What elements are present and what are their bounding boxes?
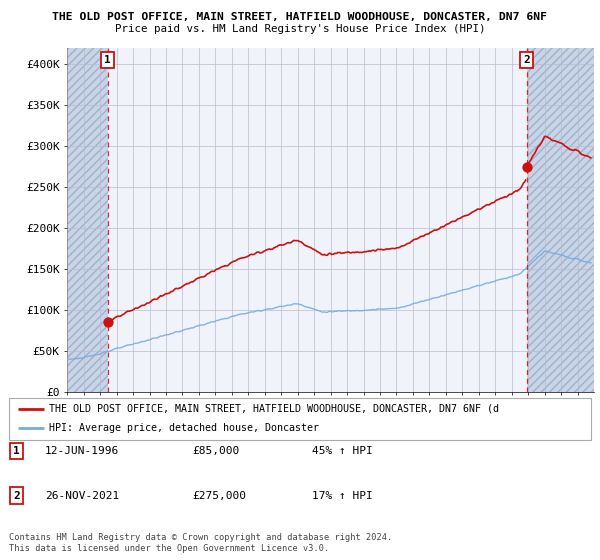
Bar — [107, 48, 527, 392]
Text: THE OLD POST OFFICE, MAIN STREET, HATFIELD WOODHOUSE, DONCASTER, DN7 6NF (d: THE OLD POST OFFICE, MAIN STREET, HATFIE… — [49, 404, 499, 414]
Point — [522, 162, 532, 171]
Text: £85,000: £85,000 — [192, 446, 239, 456]
Point — [103, 318, 112, 327]
Text: THE OLD POST OFFICE, MAIN STREET, HATFIELD WOODHOUSE, DONCASTER, DN7 6NF: THE OLD POST OFFICE, MAIN STREET, HATFIE… — [53, 12, 548, 22]
Text: 2: 2 — [13, 491, 20, 501]
Text: 1: 1 — [13, 446, 20, 456]
Text: Price paid vs. HM Land Registry's House Price Index (HPI): Price paid vs. HM Land Registry's House … — [115, 24, 485, 34]
Text: 12-JUN-1996: 12-JUN-1996 — [45, 446, 119, 456]
Text: HPI: Average price, detached house, Doncaster: HPI: Average price, detached house, Donc… — [49, 423, 319, 433]
Text: 2: 2 — [523, 55, 530, 65]
Text: Contains HM Land Registry data © Crown copyright and database right 2024.
This d: Contains HM Land Registry data © Crown c… — [9, 533, 392, 553]
Text: 26-NOV-2021: 26-NOV-2021 — [45, 491, 119, 501]
Text: £275,000: £275,000 — [192, 491, 246, 501]
Text: 45% ↑ HPI: 45% ↑ HPI — [312, 446, 373, 456]
Text: 17% ↑ HPI: 17% ↑ HPI — [312, 491, 373, 501]
Bar — [67, 48, 107, 392]
Bar — [527, 48, 594, 392]
Text: 1: 1 — [104, 55, 111, 65]
